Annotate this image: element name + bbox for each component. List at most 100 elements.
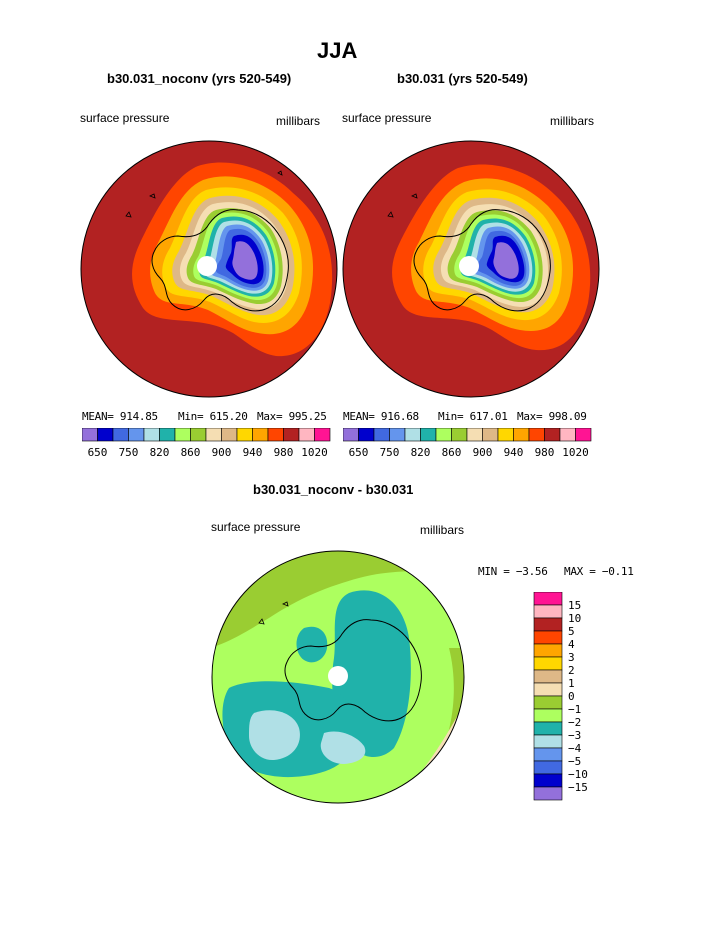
colorbar-tick-label: 940 — [504, 446, 524, 459]
colorbar-swatch — [497, 428, 514, 442]
colorbar-tick-label: 750 — [119, 446, 139, 459]
panel-2-title: b30.031 (yrs 520-549) — [397, 71, 528, 86]
colorbar-swatch — [533, 760, 563, 775]
colorbar-swatch — [128, 428, 145, 442]
panel-1-max: Max= 995.25 — [257, 410, 327, 423]
colorbar-swatch — [358, 428, 375, 442]
colorbar-swatch — [466, 428, 483, 442]
colorbar-tick-label: 820 — [150, 446, 170, 459]
colorbar-swatch — [533, 747, 563, 762]
colorbar-swatch — [533, 656, 563, 671]
colorbar-swatch — [97, 428, 114, 442]
colorbar-tick-label: 650 — [349, 446, 369, 459]
colorbar-swatch — [205, 428, 222, 442]
colorbar-tick-label: −2 — [568, 716, 581, 729]
colorbar-swatch — [533, 721, 563, 736]
panel-1-title: b30.031_noconv (yrs 520-549) — [107, 71, 292, 86]
panel-1-colorbar: 650 750 820 860 900 940 980 1020 — [82, 428, 331, 459]
colorbar-tick-label: 15 — [568, 599, 581, 612]
colorbar-tick-label: −15 — [568, 781, 588, 794]
colorbar-swatch — [533, 734, 563, 749]
colorbar-tick-label: 3 — [568, 651, 575, 664]
colorbar-swatch — [221, 428, 238, 442]
colorbar-swatch — [314, 428, 331, 442]
colorbar-tick-label: 1 — [568, 677, 575, 690]
panel-3-min: MIN = −3.56 — [478, 565, 548, 578]
colorbar-swatch — [533, 643, 563, 658]
colorbar-tick-label: 980 — [535, 446, 555, 459]
colorbar-swatch — [252, 428, 269, 442]
colorbar-tick-label: 0 — [568, 690, 575, 703]
colorbar-swatch — [544, 428, 561, 442]
colorbar-swatch — [575, 428, 592, 442]
figure-title: JJA — [317, 38, 358, 63]
colorbar-swatch — [513, 428, 530, 442]
colorbar-swatch — [159, 428, 176, 442]
colorbar-tick-label: 10 — [568, 612, 581, 625]
colorbar-tick-label: 940 — [243, 446, 263, 459]
panel-2-map — [342, 140, 600, 398]
panel-3-left-label: surface pressure — [211, 520, 301, 534]
colorbar-swatch — [82, 428, 98, 442]
colorbar-tick-label: 1020 — [562, 446, 589, 459]
colorbar-swatch — [236, 428, 253, 442]
panel-2-right-label: millibars — [550, 114, 595, 128]
panel-1-min: Min= 615.20 — [178, 410, 248, 423]
colorbar-swatch — [404, 428, 421, 442]
panel-3-right-label: millibars — [420, 523, 465, 537]
colorbar-tick-label: −10 — [568, 768, 588, 781]
colorbar-tick-label: 1020 — [301, 446, 328, 459]
colorbar-swatch — [533, 786, 563, 801]
colorbar-swatch — [533, 773, 563, 788]
panel-2-left-label: surface pressure — [342, 111, 432, 125]
colorbar-swatch — [343, 428, 359, 442]
colorbar-swatch — [373, 428, 390, 442]
colorbar-swatch — [420, 428, 437, 442]
colorbar-tick-label: 860 — [181, 446, 201, 459]
panel-2-colorbar: 650 750 820 860 900 940 980 1020 — [343, 428, 592, 459]
colorbar-swatch — [533, 630, 563, 645]
colorbar-swatch — [283, 428, 300, 442]
colorbar-swatch — [533, 682, 563, 697]
colorbar-tick-label: 650 — [88, 446, 108, 459]
colorbar-swatch — [267, 428, 284, 442]
colorbar-tick-label: −3 — [568, 729, 581, 742]
panel-1-right-label: millibars — [276, 114, 321, 128]
colorbar-tick-label: 4 — [568, 638, 575, 651]
panel-1-mean: MEAN= 914.85 — [82, 410, 158, 423]
colorbar-swatch — [389, 428, 406, 442]
panel-3-max: MAX = −0.11 — [564, 565, 634, 578]
panel-2-min: Min= 617.01 — [438, 410, 508, 423]
colorbar-swatch — [533, 592, 563, 606]
colorbar-tick-label: 860 — [442, 446, 462, 459]
colorbar-tick-label: 900 — [473, 446, 493, 459]
colorbar-swatch — [451, 428, 468, 442]
colorbar-swatch — [174, 428, 191, 442]
colorbar-swatch — [533, 617, 563, 632]
panel-1-left-label: surface pressure — [80, 111, 170, 125]
panel-2-mean: MEAN= 916.68 — [343, 410, 419, 423]
panel-1-map — [80, 140, 338, 398]
colorbar-tick-label: 820 — [411, 446, 431, 459]
colorbar-swatch — [533, 708, 563, 723]
colorbar-tick-label: −4 — [568, 742, 582, 755]
colorbar-swatch — [435, 428, 452, 442]
colorbar-tick-label: 750 — [380, 446, 400, 459]
colorbar-swatch — [482, 428, 499, 442]
colorbar-tick-label: 2 — [568, 664, 575, 677]
panel-3-title: b30.031_noconv - b30.031 — [253, 482, 414, 497]
colorbar-swatch — [143, 428, 160, 442]
colorbar-swatch — [190, 428, 207, 442]
colorbar-swatch — [533, 669, 563, 684]
colorbar-swatch — [559, 428, 576, 442]
colorbar-swatch — [298, 428, 315, 442]
panel-3-map — [211, 550, 465, 804]
colorbar-swatch — [528, 428, 545, 442]
colorbar-swatch — [533, 695, 563, 710]
colorbar-tick-label: 5 — [568, 625, 575, 638]
colorbar-tick-label: −1 — [568, 703, 581, 716]
panel-2-max: Max= 998.09 — [517, 410, 587, 423]
colorbar-tick-label: 900 — [212, 446, 232, 459]
colorbar-swatch — [112, 428, 129, 442]
